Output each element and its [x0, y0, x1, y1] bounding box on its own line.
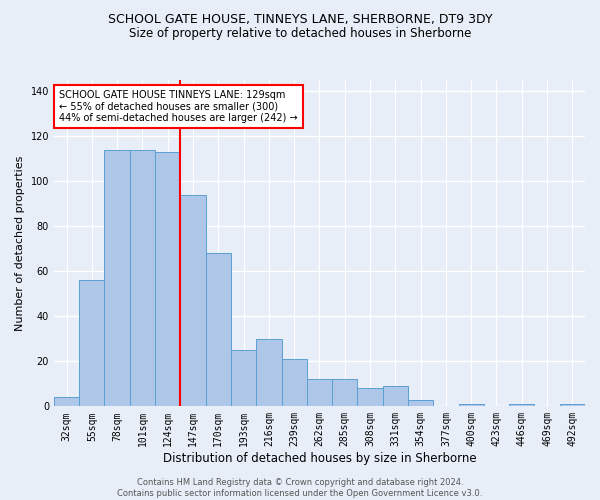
Bar — [307, 380, 332, 406]
Bar — [181, 195, 206, 406]
Bar — [358, 388, 383, 406]
Bar — [281, 359, 307, 406]
Text: SCHOOL GATE HOUSE TINNEYS LANE: 129sqm
← 55% of detached houses are smaller (300: SCHOOL GATE HOUSE TINNEYS LANE: 129sqm ←… — [59, 90, 298, 123]
X-axis label: Distribution of detached houses by size in Sherborne: Distribution of detached houses by size … — [163, 452, 476, 465]
Text: Size of property relative to detached houses in Sherborne: Size of property relative to detached ho… — [129, 28, 471, 40]
Bar — [130, 150, 155, 406]
Bar — [79, 280, 104, 406]
Bar — [231, 350, 256, 406]
Text: Contains HM Land Registry data © Crown copyright and database right 2024.
Contai: Contains HM Land Registry data © Crown c… — [118, 478, 482, 498]
Bar — [155, 152, 181, 406]
Bar — [560, 404, 585, 406]
Text: SCHOOL GATE HOUSE, TINNEYS LANE, SHERBORNE, DT9 3DY: SCHOOL GATE HOUSE, TINNEYS LANE, SHERBOR… — [107, 12, 493, 26]
Y-axis label: Number of detached properties: Number of detached properties — [15, 156, 25, 331]
Bar — [54, 398, 79, 406]
Bar — [458, 404, 484, 406]
Bar — [206, 254, 231, 406]
Bar — [332, 380, 358, 406]
Bar — [256, 339, 281, 406]
Bar — [104, 150, 130, 406]
Bar — [509, 404, 535, 406]
Bar — [383, 386, 408, 406]
Bar — [408, 400, 433, 406]
